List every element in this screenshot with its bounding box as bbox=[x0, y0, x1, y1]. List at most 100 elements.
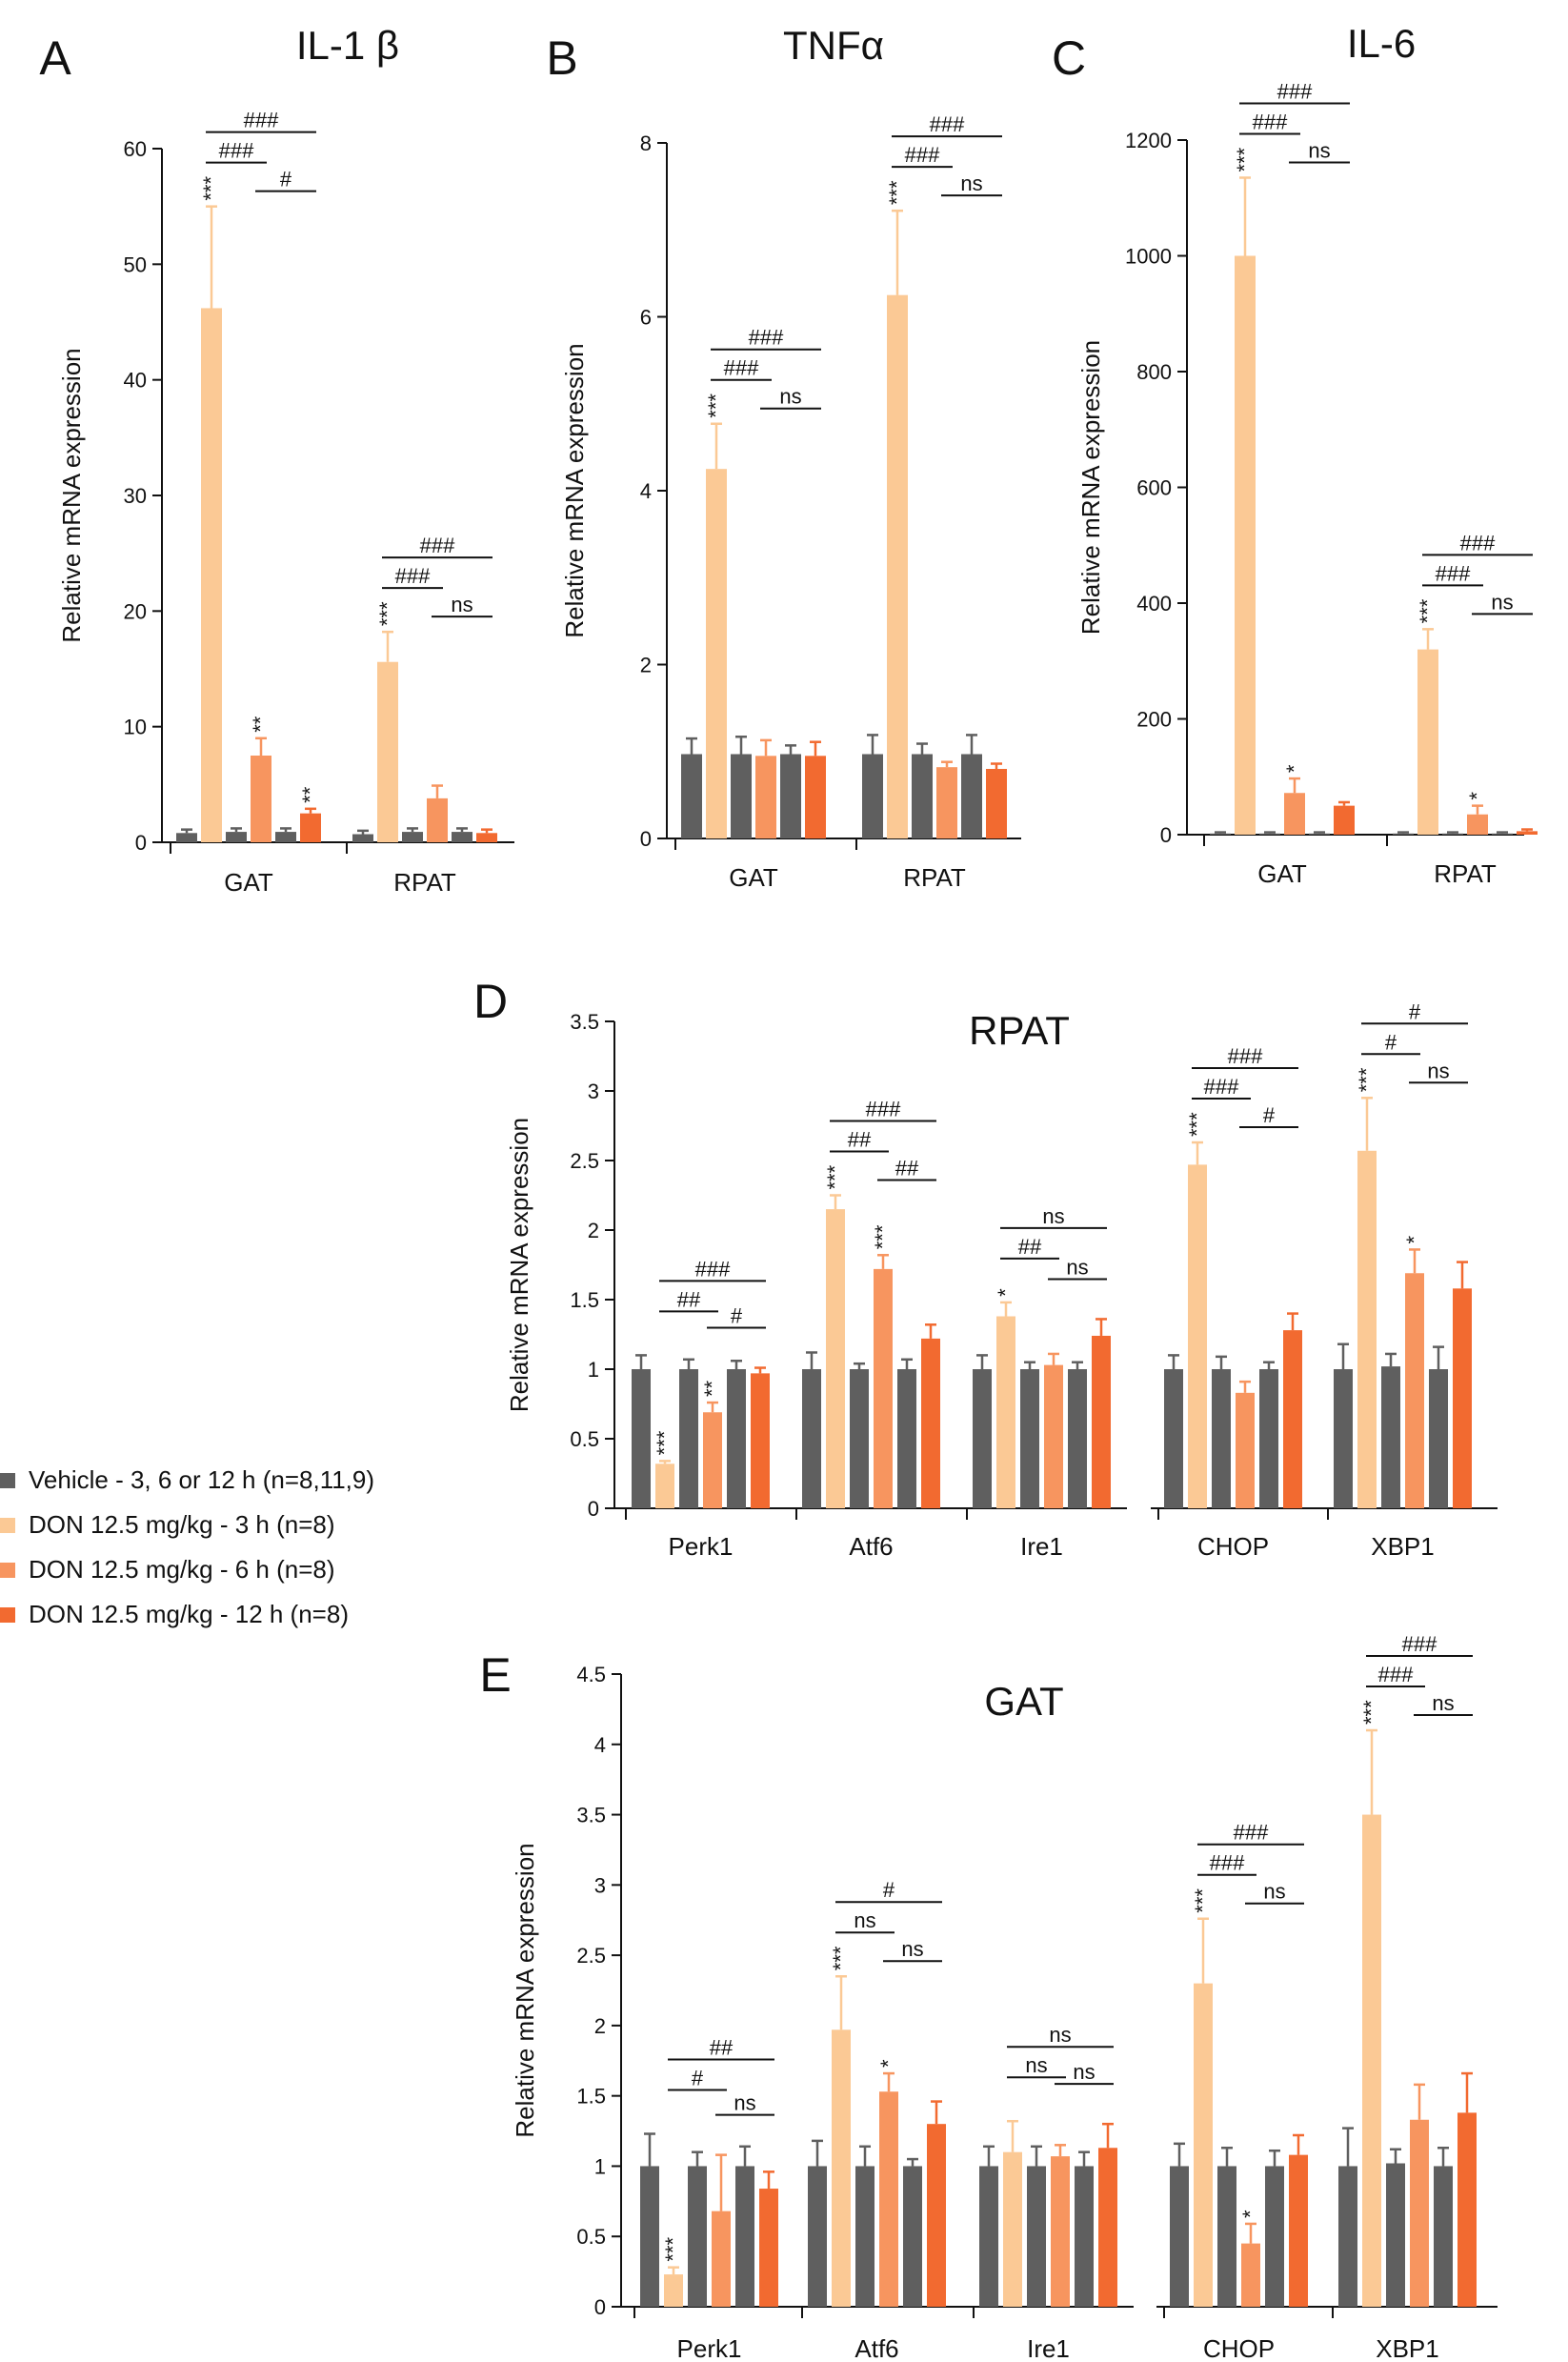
y-tick-label-d: 0.5 bbox=[570, 1427, 599, 1451]
comparison-label-c: ### bbox=[1460, 531, 1496, 555]
bar-e bbox=[1338, 2166, 1357, 2307]
bar-c bbox=[1393, 833, 1414, 835]
bar-e bbox=[1051, 2156, 1070, 2307]
panel-label-e: E bbox=[479, 1648, 511, 1702]
bar-d bbox=[1405, 1273, 1424, 1508]
significance-stars-d: ** bbox=[700, 1380, 724, 1397]
y-tick-label-e: 0.5 bbox=[576, 2225, 606, 2249]
comparison-label-c: ns bbox=[1491, 590, 1513, 614]
bar-d bbox=[1164, 1369, 1183, 1508]
panel-label-d: D bbox=[473, 975, 508, 1028]
y-tick-label-b: 4 bbox=[640, 479, 652, 503]
y-tick-label-d: 0 bbox=[588, 1497, 599, 1521]
bar-e bbox=[1075, 2166, 1094, 2307]
y-tick-label-c: 0 bbox=[1160, 823, 1172, 847]
panel-label-a: A bbox=[39, 31, 71, 85]
bar-e bbox=[1003, 2151, 1022, 2307]
bar-b bbox=[681, 754, 702, 838]
bar-c bbox=[1235, 255, 1256, 835]
x-tick-label-d: CHOP bbox=[1197, 1532, 1269, 1561]
bar-b bbox=[961, 754, 982, 838]
bar-e bbox=[1098, 2148, 1117, 2307]
comparison-label-c: ### bbox=[1253, 110, 1288, 133]
chart-title-b: TNFα bbox=[783, 23, 884, 68]
bar-b bbox=[887, 294, 908, 838]
comparison-label-d: ns bbox=[1066, 1255, 1088, 1279]
chart-panel-d: D RPAT 0 0.5 1 1.5 2 2.5 3 3.5 Relative mRNA expre… bbox=[473, 975, 1498, 1561]
bar-a bbox=[251, 756, 271, 842]
x-tick-label-e: XBP1 bbox=[1376, 2334, 1439, 2362]
bar-d bbox=[1429, 1369, 1448, 1508]
bar-c bbox=[1417, 649, 1438, 835]
significance-stars-d: *** bbox=[823, 1164, 847, 1189]
y-tick-label-a: 0 bbox=[135, 831, 147, 855]
significance-stars-c: *** bbox=[1416, 598, 1439, 623]
y-tick-label-c: 1000 bbox=[1125, 245, 1172, 269]
comparison-label-e: ns bbox=[1073, 2060, 1095, 2084]
chart-panel-b: B TNFα 0 2 4 6 8 Relative mRNA expression GAT RPA… bbox=[546, 23, 1021, 892]
bar-e bbox=[1457, 2112, 1477, 2307]
significance-stars-e: *** bbox=[829, 1946, 853, 1970]
y-tick-label-e: 1 bbox=[594, 2154, 606, 2178]
y-tick-label-e: 4.5 bbox=[576, 1663, 606, 1686]
comparison-label-a: ### bbox=[244, 109, 279, 132]
comparison-label-e: ### bbox=[1234, 1821, 1269, 1845]
bar-e bbox=[832, 2029, 851, 2307]
bar-a bbox=[176, 833, 197, 842]
bar-d bbox=[802, 1369, 821, 1508]
significance-stars-d: *** bbox=[871, 1224, 895, 1249]
bar-e bbox=[1362, 1814, 1381, 2307]
comparison-label-a: # bbox=[280, 168, 292, 192]
bar-e bbox=[1386, 2163, 1405, 2307]
bar-e bbox=[1217, 2166, 1236, 2307]
y-tick-label-d: 1.5 bbox=[570, 1288, 599, 1312]
bar-e bbox=[903, 2166, 922, 2307]
bar-c bbox=[1284, 793, 1305, 835]
chart-panel-a: A IL-1 β 0 10 20 30 40 50 60 Relative mRNA expres… bbox=[39, 23, 514, 897]
comparison-label-b: ### bbox=[930, 112, 965, 136]
legend-swatch-don-3h bbox=[0, 1517, 15, 1533]
bar-d bbox=[751, 1373, 770, 1508]
y-tick-label-e: 0 bbox=[594, 2295, 606, 2319]
bar-b bbox=[936, 767, 957, 838]
y-tick-label-b: 8 bbox=[640, 131, 652, 155]
significance-stars-b: *** bbox=[704, 394, 728, 418]
bar-b bbox=[862, 754, 883, 838]
bar-b bbox=[731, 754, 752, 838]
y-tick-label-c: 600 bbox=[1136, 476, 1172, 500]
bar-d bbox=[1453, 1288, 1472, 1508]
bar-d bbox=[1068, 1369, 1087, 1508]
comparison-label-e: ### bbox=[1378, 1663, 1414, 1686]
x-tick-label-d: XBP1 bbox=[1371, 1532, 1435, 1561]
bar-d bbox=[973, 1369, 992, 1508]
y-tick-label-a: 50 bbox=[124, 252, 147, 276]
y-tick-label-d: 3.5 bbox=[570, 1010, 599, 1034]
significance-stars-e: *** bbox=[1359, 1700, 1383, 1725]
comparison-label-a: ### bbox=[219, 139, 254, 163]
significance-stars-a: *** bbox=[199, 176, 223, 201]
comparison-label-b: ns bbox=[779, 385, 801, 409]
y-tick-label-d: 2 bbox=[588, 1219, 599, 1242]
chart-panel-c: C IL-6 0 200 400 600 800 1000 1200 Relative mRNA … bbox=[1052, 21, 1538, 888]
significance-stars-d: *** bbox=[1355, 1067, 1378, 1092]
panel-label-c: C bbox=[1052, 31, 1086, 85]
bar-d bbox=[1334, 1369, 1353, 1508]
chart-title-a: IL-1 β bbox=[296, 23, 399, 68]
bar-b bbox=[805, 756, 826, 838]
bar-e bbox=[664, 2274, 683, 2307]
bar-d bbox=[1212, 1369, 1231, 1508]
bar-a bbox=[226, 832, 247, 842]
bar-d bbox=[1381, 1366, 1400, 1508]
x-tick-label-d: Perk1 bbox=[669, 1532, 734, 1561]
significance-stars-e: *** bbox=[661, 2237, 685, 2262]
bar-d bbox=[1236, 1392, 1255, 1508]
x-tick-label-d: Atf6 bbox=[849, 1532, 893, 1561]
comparison-label-e: ### bbox=[1402, 1632, 1437, 1656]
bar-d bbox=[826, 1209, 845, 1508]
bar-c bbox=[1517, 831, 1538, 835]
bar-d bbox=[632, 1369, 651, 1508]
bar-d bbox=[996, 1316, 1015, 1508]
y-axis-label-d: Relative mRNA expression bbox=[505, 1118, 533, 1412]
comparison-label-d: ### bbox=[866, 1098, 901, 1121]
